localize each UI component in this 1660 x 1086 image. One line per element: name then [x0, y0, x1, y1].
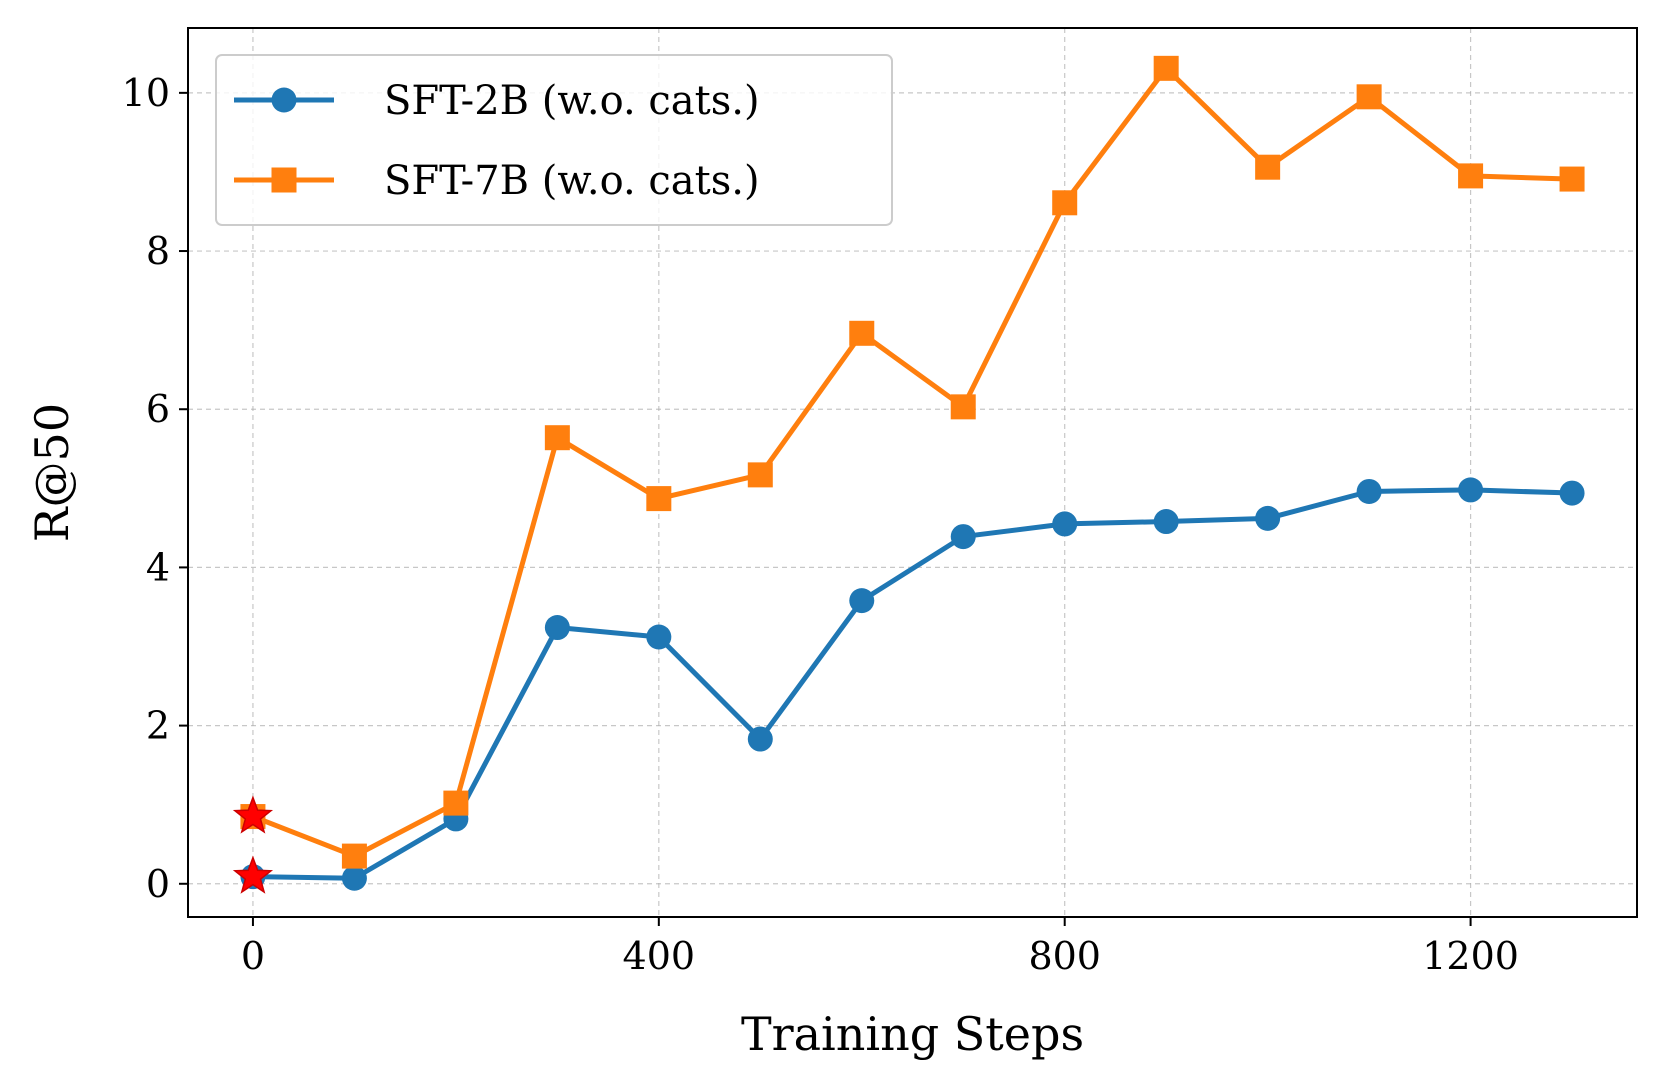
plot-frame [187, 27, 1638, 918]
data-point [544, 425, 570, 451]
y-axis-label: R@50 [25, 403, 79, 542]
data-point [271, 87, 297, 113]
series-line [252, 487, 1573, 881]
highlight-markers [232, 795, 274, 894]
data-point [1458, 477, 1484, 503]
legend: SFT-2B (w.o. cats.) SFT-7B (w.o. cats.) [215, 54, 893, 226]
y-tick-label: 0 [146, 862, 170, 906]
x-tick-label: 0 [241, 934, 265, 978]
highlight-point [232, 855, 274, 894]
legend-label: SFT-2B (w.o. cats.) [384, 78, 760, 124]
x-tick-label: 1200 [1422, 934, 1519, 978]
x-axis-label: Training Steps [741, 1007, 1084, 1061]
data-point [747, 726, 773, 752]
y-tick-label: 4 [146, 545, 170, 589]
x-tick-label: 400 [623, 934, 696, 978]
data-point [1458, 163, 1484, 189]
data-point [341, 865, 367, 891]
data-point [747, 462, 773, 488]
data-point [646, 486, 672, 512]
data-point [1153, 509, 1179, 535]
data-point [1559, 480, 1585, 506]
data-point [950, 524, 976, 550]
highlight-point [232, 795, 274, 834]
legend-entry: SFT-2B (w.o. cats.) [234, 78, 760, 124]
series-line [252, 65, 1573, 859]
y-tick-label: 2 [146, 704, 170, 748]
data-point [849, 320, 875, 346]
data-point [1052, 511, 1078, 537]
y-tick-label: 6 [146, 387, 170, 431]
data-point [271, 167, 297, 193]
data-point [341, 843, 367, 869]
y-tick-label: 8 [146, 229, 170, 273]
x-tick-label: 800 [1028, 934, 1101, 978]
data-point [646, 624, 672, 650]
data-point [849, 588, 875, 614]
ticks: 0 400 800 1200 0 2 4 6 8 10 [122, 71, 1519, 978]
data-point [1153, 55, 1179, 81]
legend-box [215, 54, 893, 226]
data-point [1559, 166, 1585, 192]
data-point [1356, 84, 1382, 110]
data-point [1255, 154, 1281, 180]
data-point [1255, 505, 1281, 531]
data-point [443, 790, 469, 816]
data-point [1356, 478, 1382, 504]
data-point [544, 615, 570, 641]
y-tick-label: 10 [122, 71, 170, 115]
data-point [950, 394, 976, 420]
legend-entry: SFT-7B (w.o. cats.) [234, 158, 760, 204]
legend-label: SFT-7B (w.o. cats.) [384, 158, 760, 204]
data-point [1052, 190, 1078, 216]
